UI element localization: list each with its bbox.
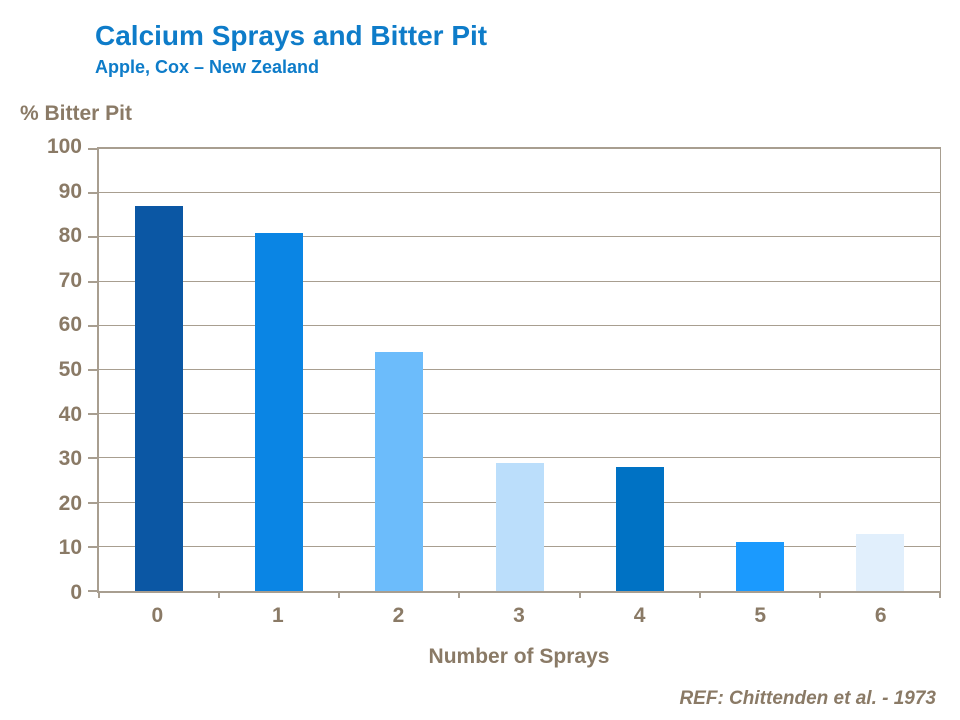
y-tick-label-60: 60 [58, 313, 82, 337]
gridline-60 [99, 324, 940, 326]
y-tick-label-90: 90 [58, 179, 82, 203]
x-category-label-6: 6 [874, 604, 887, 627]
bar-sprays-0 [135, 206, 184, 591]
x-category-label-2: 2 [392, 604, 405, 627]
bar-sprays-6 [855, 533, 904, 591]
y-tick-label-20: 20 [58, 491, 82, 515]
x-category-label-4: 4 [633, 604, 646, 627]
x-category-label-0: 0 [151, 604, 164, 627]
slide-title: Calcium Sprays and Bitter Pit [95, 20, 488, 51]
y-axis-tick-80 [88, 236, 97, 239]
gridline-40 [99, 413, 940, 415]
bar-sprays-3 [495, 462, 544, 591]
plot-area [88, 147, 941, 598]
slide-subtitle: Apple, Cox – New Zealand [95, 57, 320, 77]
y-tick-label-80: 80 [58, 224, 82, 248]
x-axis-labels: 0 1 2 3 4 5 6 [97, 604, 941, 628]
y-axis-tick-90 [88, 192, 97, 195]
y-axis-tick-30 [88, 457, 97, 460]
y-axis-tick-50 [88, 369, 97, 371]
y-tick-label-70: 70 [58, 268, 82, 292]
y-axis-tick-60 [88, 324, 97, 327]
y-axis-tick-labels: 0 10 20 30 40 50 60 70 80 90 100 [24, 136, 82, 603]
x-axis-tick-5 [698, 591, 701, 598]
x-axis-tick-4 [578, 591, 581, 598]
bar-sprays-4 [615, 467, 664, 591]
y-axis-tick-70 [88, 280, 97, 283]
y-axis-tick-100 [88, 148, 97, 150]
bar-sprays-1 [255, 232, 304, 591]
y-tick-label-0: 0 [70, 581, 82, 604]
gridline-30 [99, 457, 940, 459]
x-category-label-3: 3 [513, 604, 525, 627]
bar-sprays-2 [375, 352, 424, 591]
reference-text: REF: Chittenden et al. - 1973 [679, 688, 936, 709]
gridline-70 [99, 280, 940, 282]
x-category-label-1: 1 [272, 604, 284, 627]
x-axis-tick-3 [458, 591, 461, 598]
gridline-90 [99, 192, 940, 194]
y-tick-label-30: 30 [58, 447, 82, 471]
y-tick-label-10: 10 [58, 536, 82, 560]
y-axis-title: % Bitter Pit [20, 102, 133, 125]
bar-sprays-5 [735, 542, 784, 591]
x-axis-tick-2 [338, 591, 341, 598]
x-axis-title: Number of Sprays [428, 645, 610, 668]
y-tick-label-50: 50 [58, 358, 82, 381]
x-axis-tick-1 [218, 591, 221, 598]
y-axis-tick-0 [88, 590, 97, 592]
y-tick-label-40: 40 [58, 402, 82, 426]
y-tick-label-100: 100 [46, 135, 82, 158]
x-axis-tick-6 [818, 591, 821, 598]
x-axis-tick-0 [98, 591, 100, 598]
gridline-50 [99, 369, 940, 370]
x-axis-tick-7 [939, 591, 941, 598]
x-category-label-5: 5 [754, 604, 767, 627]
y-axis-tick-40 [88, 413, 97, 416]
y-axis-tick-10 [88, 545, 97, 548]
gridline-80 [99, 236, 940, 238]
y-axis-tick-20 [88, 501, 97, 504]
